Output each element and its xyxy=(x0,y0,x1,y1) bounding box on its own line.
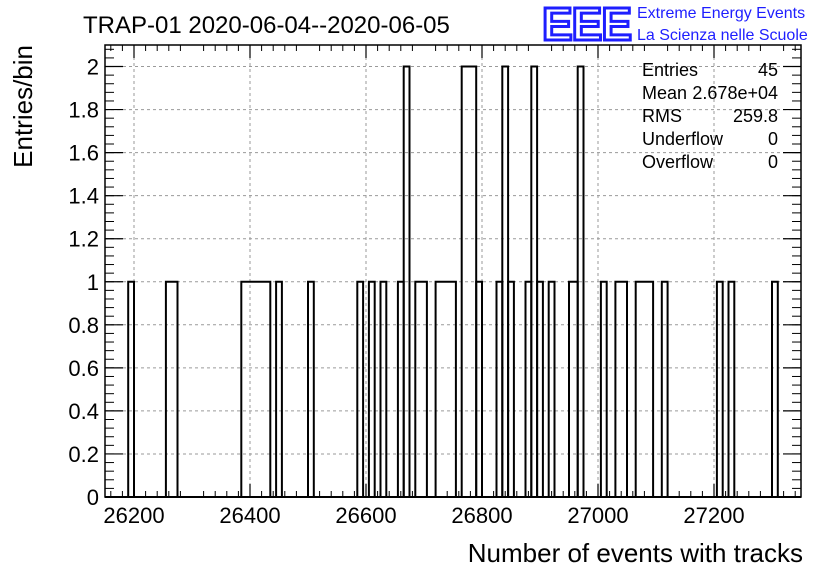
y-tick-label: 1 xyxy=(87,270,99,295)
histogram-bin xyxy=(356,280,365,497)
stat-label: RMS xyxy=(642,106,682,126)
x-axis-label: Number of events with tracks xyxy=(468,538,803,568)
y-tick-label: 0.8 xyxy=(68,313,99,338)
stat-value: 0 xyxy=(768,152,778,172)
x-tick-label: 27000 xyxy=(567,503,628,528)
plot-frame xyxy=(104,44,802,498)
stat-value: 0 xyxy=(768,129,778,149)
histogram-bin xyxy=(715,280,724,497)
x-tick-label: 27200 xyxy=(683,503,744,528)
stat-value: 259.8 xyxy=(733,106,778,126)
stat-value: 2.678e+04 xyxy=(692,83,778,103)
histogram-bin xyxy=(275,280,283,497)
histogram-bin xyxy=(379,280,388,497)
histogram-bin xyxy=(599,280,608,497)
histogram-bin xyxy=(307,280,315,497)
histogram-bin xyxy=(240,280,272,497)
histogram-bin xyxy=(576,65,585,497)
y-axis-label: Entries/bin xyxy=(8,45,38,168)
histogram-bin xyxy=(127,280,135,497)
x-tick-label: 26400 xyxy=(219,503,280,528)
histogram-bin xyxy=(614,280,628,497)
stats-box: Entries 45 Mean 2.678e+04 RMS 259.8 Underflow 0… xyxy=(642,60,778,172)
histogram-bin xyxy=(568,280,579,497)
eee-logo-mark: EEE xyxy=(542,0,631,50)
histogram-bin xyxy=(536,280,544,497)
histogram-bin xyxy=(164,280,179,497)
logo-line-1: Extreme Energy Events xyxy=(637,5,805,22)
histogram-bin xyxy=(771,280,779,497)
stat-label: Underflow xyxy=(642,129,724,149)
axis-ticks xyxy=(105,45,801,498)
y-tick-label: 0 xyxy=(87,485,99,510)
stat-label: Mean xyxy=(642,83,687,103)
x-tick-label: 26600 xyxy=(335,503,396,528)
chart-title: TRAP-01 2020-06-04--2020-06-05 xyxy=(83,12,450,39)
axis-tick-labels: 0 0.2 0.4 0.6 0.8 1 1.2 1.4 1.6 1.8 2 26200 26400 266… xyxy=(68,55,744,528)
x-tick-label: 26200 xyxy=(103,503,164,528)
stat-label: Overflow xyxy=(642,152,714,172)
y-tick-label: 1.2 xyxy=(68,227,99,252)
histogram-bin xyxy=(367,280,376,497)
histogram-bin xyxy=(634,280,655,497)
histogram-bin xyxy=(402,65,411,497)
histogram-bin xyxy=(475,280,483,497)
y-tick-label: 1.6 xyxy=(68,141,99,166)
histogram-bin xyxy=(414,280,428,497)
stat-value: 45 xyxy=(758,60,778,80)
histogram-bin xyxy=(434,280,457,497)
histogram-bin xyxy=(547,280,556,497)
x-tick-label: 26800 xyxy=(451,503,512,528)
y-tick-label: 1.4 xyxy=(68,184,99,209)
y-tick-label: 1.8 xyxy=(68,98,99,123)
histogram-bin xyxy=(507,280,515,497)
grid-lines xyxy=(105,45,801,497)
histogram-bin xyxy=(660,280,669,497)
logo-line-2: La Scienza nelle Scuole xyxy=(637,27,808,44)
y-tick-label: 0.2 xyxy=(68,442,99,467)
histogram-bin xyxy=(727,280,736,497)
y-tick-label: 0.4 xyxy=(68,399,99,424)
histogram-bin xyxy=(460,65,478,497)
eee-logo: EEE Extreme Energy Events La Scienza nel… xyxy=(541,0,808,52)
y-tick-label: 2 xyxy=(87,55,99,80)
histogram-bins xyxy=(105,65,801,498)
stat-label: Entries xyxy=(642,60,698,80)
y-tick-label: 0.6 xyxy=(68,356,99,381)
